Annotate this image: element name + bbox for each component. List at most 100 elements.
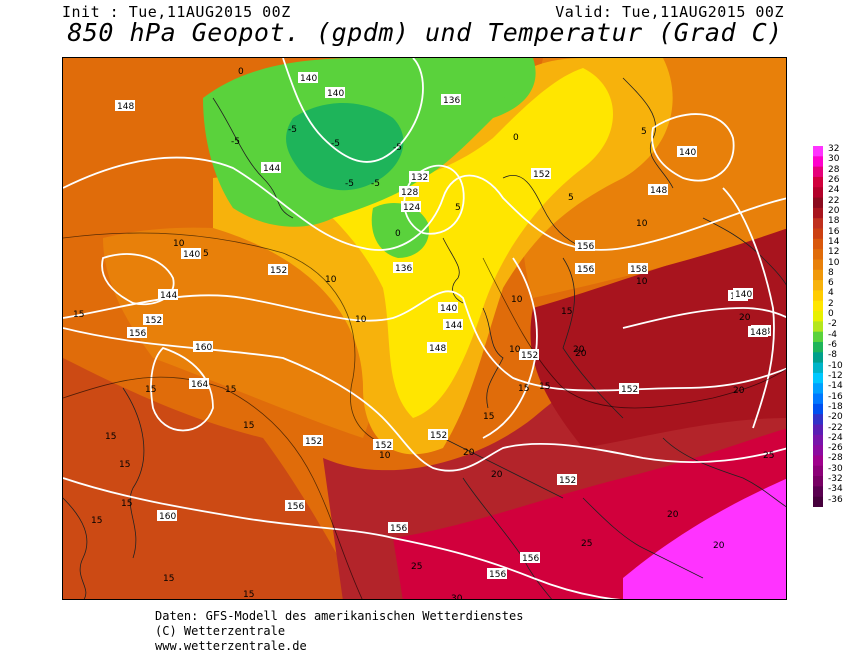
svg-text:152: 152 bbox=[375, 441, 392, 451]
legend-value: 0 bbox=[828, 309, 834, 319]
svg-text:148: 148 bbox=[429, 344, 446, 354]
temp-label: -5 bbox=[345, 179, 354, 189]
temp-label: -5 bbox=[393, 143, 402, 153]
legend-cell bbox=[813, 465, 823, 477]
temp-label: 20 bbox=[573, 345, 585, 355]
legend-value: 16 bbox=[828, 226, 840, 237]
color-legend-labels: 32 30 28 26 24 22 20 18 16 14 12 10 8 6 4 2 0 -2 -4 -6 -8 -10… bbox=[828, 144, 850, 514]
geo-label: 152 bbox=[557, 474, 577, 486]
svg-text:156: 156 bbox=[390, 524, 407, 534]
temp-label: 5 bbox=[641, 127, 647, 137]
legend-cell bbox=[813, 341, 823, 353]
valid-time: Valid: Tue,11AUG2015 00Z bbox=[555, 3, 784, 21]
legend-cell bbox=[813, 269, 823, 281]
legend-cell bbox=[813, 455, 823, 467]
temp-label: 20 bbox=[733, 386, 745, 396]
temp-label: 10 bbox=[325, 275, 337, 285]
temp-zone-hottest bbox=[623, 478, 786, 599]
temp-label: 15 bbox=[561, 307, 572, 317]
svg-text:152: 152 bbox=[559, 476, 576, 486]
legend-value: 22 bbox=[828, 195, 840, 206]
svg-text:156: 156 bbox=[522, 554, 539, 564]
svg-text:148: 148 bbox=[750, 328, 767, 338]
temp-label: 0 bbox=[513, 133, 519, 143]
svg-text:158: 158 bbox=[630, 265, 647, 275]
temp-label: 20 bbox=[713, 541, 725, 551]
geo-label: 140 bbox=[677, 146, 697, 158]
svg-text:156: 156 bbox=[489, 570, 506, 580]
temp-label: 10 bbox=[355, 315, 367, 325]
geo-label: 156 bbox=[388, 522, 408, 534]
svg-text:152: 152 bbox=[305, 437, 322, 447]
svg-text:160: 160 bbox=[159, 512, 176, 522]
geo-label: 160 bbox=[193, 341, 213, 353]
temp-label: 15 bbox=[145, 385, 156, 395]
geo-label: 152 bbox=[428, 429, 448, 441]
temp-label: 15 bbox=[119, 460, 130, 470]
temp-label: 0 bbox=[395, 229, 401, 239]
geo-label: 160 bbox=[157, 510, 177, 522]
temp-label: 20 bbox=[575, 349, 587, 359]
svg-text:152: 152 bbox=[430, 431, 447, 441]
svg-text:140: 140 bbox=[679, 148, 696, 158]
legend-value: 30 bbox=[828, 154, 840, 165]
geo-label: 136 bbox=[441, 94, 461, 106]
legend-value: 10 bbox=[828, 257, 840, 268]
geo-label: 140 bbox=[298, 72, 318, 84]
geo-label: 156 bbox=[285, 500, 305, 512]
legend-cell bbox=[813, 476, 823, 487]
geo-label: 144 bbox=[158, 289, 178, 301]
geo-label: 136 bbox=[393, 262, 413, 274]
legend-value: -16 bbox=[828, 391, 843, 402]
temp-label: 25 bbox=[581, 539, 592, 549]
legend-cell bbox=[813, 321, 823, 333]
svg-text:152: 152 bbox=[145, 316, 162, 326]
legend-cell bbox=[813, 187, 823, 199]
legend-value: 6 bbox=[828, 278, 834, 289]
legend-cell bbox=[813, 311, 823, 322]
legend-cell bbox=[813, 176, 823, 188]
legend-cell bbox=[813, 372, 823, 384]
temp-zone-cold-core bbox=[286, 103, 404, 191]
temp-label: 10 bbox=[636, 219, 648, 229]
temp-label: 5 bbox=[203, 249, 209, 259]
legend-cell bbox=[813, 166, 823, 178]
legend-cell bbox=[813, 228, 823, 240]
geo-label: 156 bbox=[487, 568, 507, 580]
geo-label: 156 bbox=[575, 263, 595, 275]
temp-zone-cold-blob bbox=[371, 203, 429, 258]
legend-cell bbox=[813, 238, 823, 250]
legend-value: 12 bbox=[828, 247, 840, 258]
geo-label: 152 bbox=[268, 264, 288, 276]
geo-label: 156 bbox=[127, 327, 147, 339]
svg-text:164: 164 bbox=[191, 380, 208, 390]
svg-text:140: 140 bbox=[183, 250, 200, 260]
legend-value: 28 bbox=[828, 164, 840, 175]
legend-cell bbox=[813, 434, 823, 446]
legend-value: -26 bbox=[828, 443, 843, 454]
temp-label: -5 bbox=[288, 125, 297, 135]
geo-label: 152 bbox=[519, 349, 539, 361]
geo-label: 164 bbox=[189, 378, 209, 390]
temp-label: 10 bbox=[636, 277, 648, 287]
legend-cell bbox=[813, 218, 823, 230]
legend-value: 18 bbox=[828, 216, 840, 227]
svg-text:144: 144 bbox=[445, 321, 462, 331]
svg-text:152: 152 bbox=[621, 385, 638, 395]
legend-value: -22 bbox=[828, 422, 843, 433]
svg-text:156: 156 bbox=[129, 329, 146, 339]
legend-value: -10 bbox=[828, 360, 843, 371]
svg-text:152: 152 bbox=[533, 170, 550, 180]
temp-label: 20 bbox=[491, 470, 503, 480]
weather-map: 148 140 140 144 128 124 136 132 136 152 … bbox=[62, 57, 787, 600]
temp-label: 15 bbox=[518, 384, 529, 394]
legend-value: -24 bbox=[828, 432, 843, 443]
legend-value: 2 bbox=[828, 298, 834, 309]
legend-cell bbox=[813, 280, 823, 291]
website-link[interactable]: www.wetterzentrale.de bbox=[155, 639, 307, 653]
legend-value: 32 bbox=[828, 144, 840, 154]
geo-label: 144 bbox=[261, 162, 281, 174]
color-legend-cells bbox=[813, 146, 823, 507]
svg-text:128: 128 bbox=[401, 188, 418, 198]
svg-text:148: 148 bbox=[650, 186, 667, 196]
